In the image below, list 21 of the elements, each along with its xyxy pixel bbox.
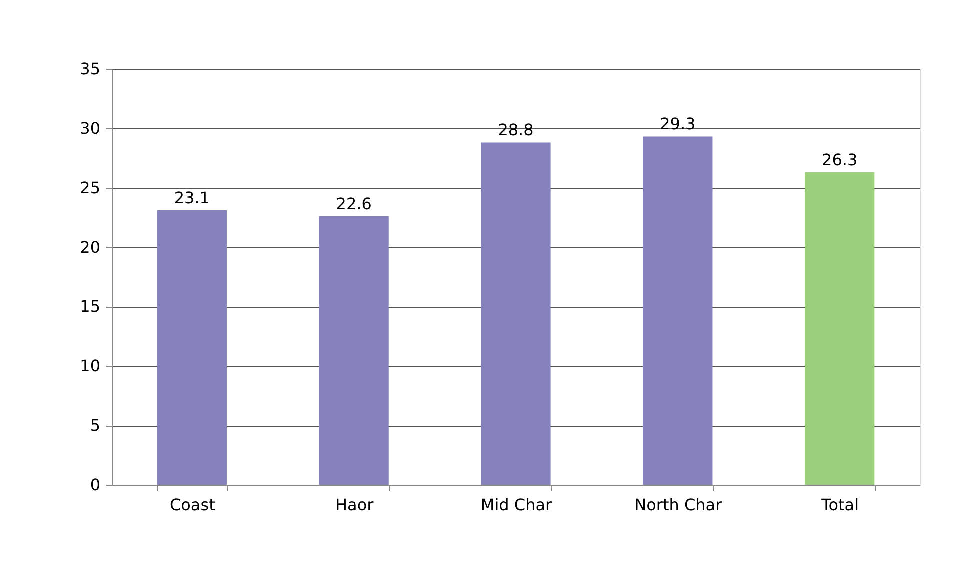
bar (805, 172, 875, 485)
y-tick-label: 10 (80, 356, 100, 376)
x-tick-label: Total (820, 496, 860, 514)
y-tick-label: 15 (80, 297, 100, 316)
y-tick-label: 5 (90, 416, 100, 436)
y-tick-label: 35 (80, 60, 100, 78)
data-label: 22.6 (336, 194, 372, 214)
y-tick-label: 30 (80, 118, 100, 138)
x-tick-label: Haor (335, 496, 374, 514)
x-tick-label: Mid Char (480, 496, 553, 514)
y-tick-label: 25 (80, 178, 100, 198)
data-label: 23.1 (174, 188, 210, 208)
y-tick-label: 20 (80, 238, 100, 257)
x-tick-label: Coast (170, 496, 216, 514)
y-tick-label: 0 (90, 476, 100, 494)
data-label: 26.3 (822, 150, 858, 170)
bar (319, 216, 389, 485)
x-tick-label: North Char (634, 496, 723, 514)
bar (643, 136, 713, 485)
bar (157, 210, 227, 485)
bar (481, 142, 551, 485)
